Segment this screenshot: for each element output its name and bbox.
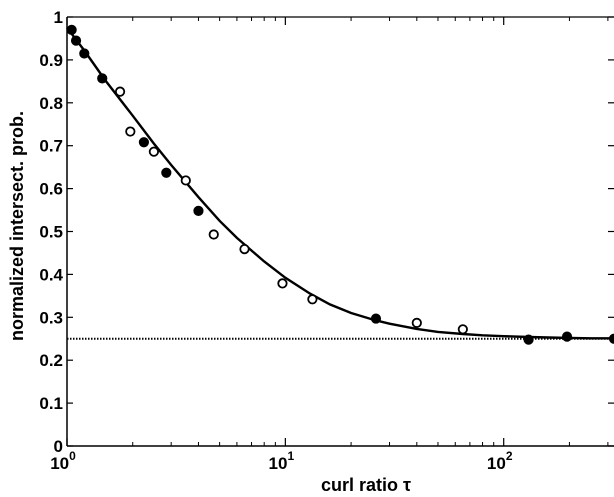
y-tick-label: 0.2 (39, 351, 63, 370)
y-tick-label: 0.6 (39, 180, 63, 199)
open-data-point (277, 278, 288, 289)
filled-data-point (97, 73, 108, 84)
filled-data-point (79, 48, 90, 59)
fit-curve (66, 26, 614, 340)
y-tick-label: 0 (54, 437, 63, 456)
filled-data-point (161, 167, 172, 178)
y-tick-label: 1 (54, 8, 63, 27)
open-data-point (208, 229, 219, 240)
open-data-point (125, 126, 136, 137)
y-tick-label: 0.7 (39, 137, 63, 156)
filled-data-point (523, 334, 534, 345)
filled-data-point (66, 24, 77, 35)
open-data-point (457, 324, 468, 335)
axis-ticks: 0 0.1 0.2 0.3 0.4 0.5 0.6 0.7 0.8 0.9 1 100 101 102 (39, 8, 614, 473)
filled-data-point (561, 331, 573, 342)
filled-data-point (370, 313, 382, 324)
x-axis-label: curl ratio τ (321, 475, 411, 495)
y-tick-label: 0.3 (39, 308, 63, 327)
open-data-point (180, 175, 191, 186)
y-axis-label: normalized intersect. prob. (7, 111, 27, 341)
y-tick-label: 0.4 (39, 265, 63, 284)
y-tick-label: 0.8 (39, 94, 63, 113)
filled-data-point (138, 137, 149, 148)
filled-data-point (608, 333, 614, 344)
y-tick-label: 0.1 (39, 394, 63, 413)
plot-area (66, 16, 614, 447)
open-data-point (307, 294, 318, 305)
x-tick-label: 101 (269, 449, 295, 473)
open-data-point (411, 317, 422, 328)
open-data-point (114, 86, 126, 97)
open-data-point (239, 243, 250, 255)
open-data-point (148, 146, 159, 157)
x-tick-label: 102 (487, 449, 513, 473)
filled-data-point (70, 35, 82, 46)
y-tick-label: 0.5 (39, 223, 63, 242)
filled-data-point (193, 205, 204, 217)
y-tick-label: 0.9 (39, 51, 63, 70)
x-tick-label: 100 (50, 449, 76, 473)
